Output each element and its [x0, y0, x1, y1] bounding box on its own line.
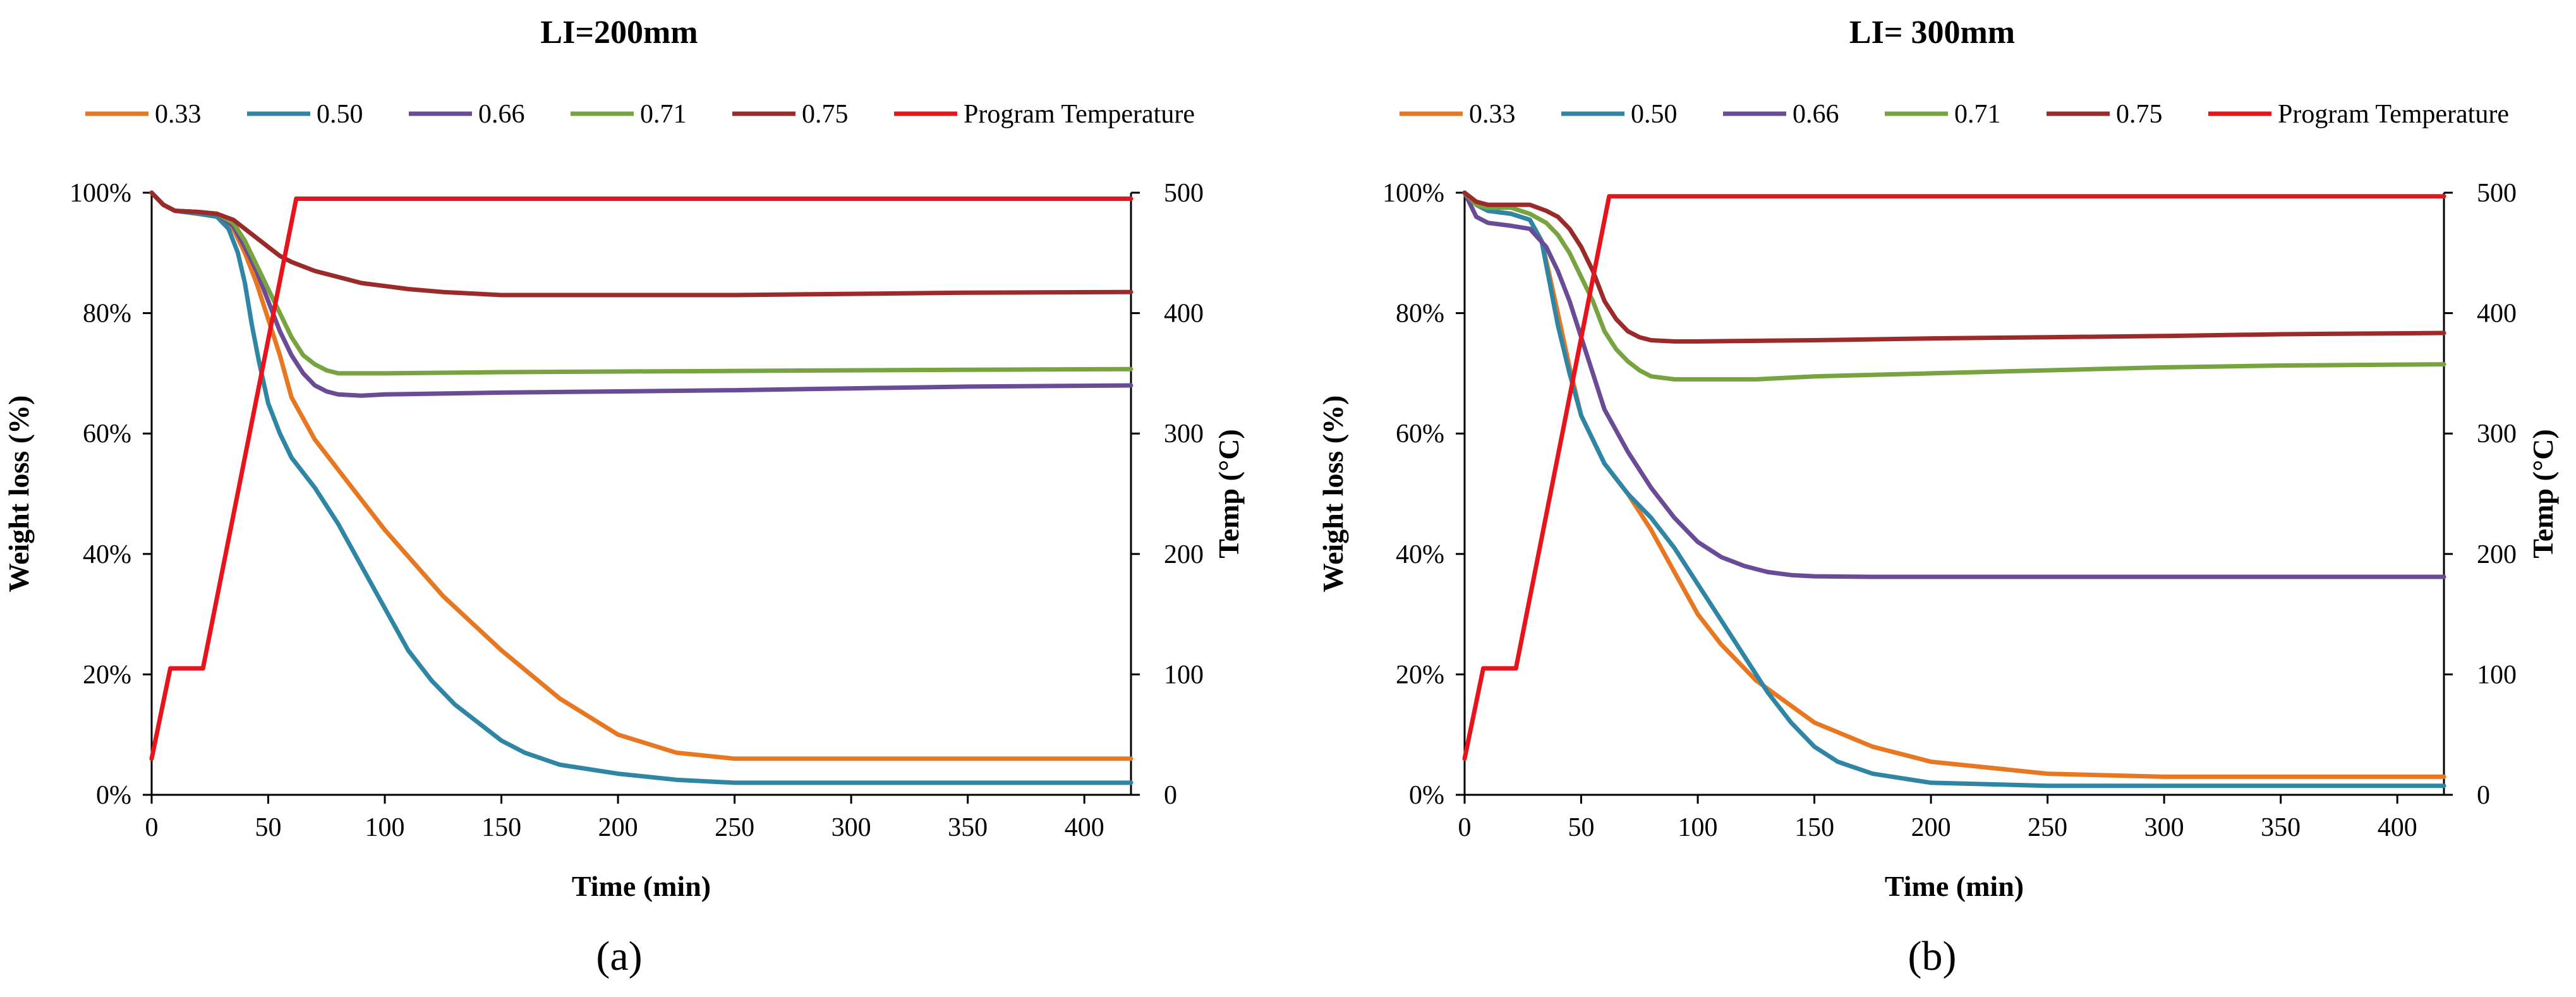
y-tick-label: 60% — [1396, 420, 1444, 449]
y2-tick-label: 200 — [2477, 540, 2517, 569]
legend-label: 0.66 — [1793, 100, 1839, 129]
x-tick-label: 50 — [255, 813, 282, 842]
x-tick-label: 250 — [715, 813, 754, 842]
y-tick-label: 0% — [96, 781, 131, 810]
x-tick-label: 100 — [365, 813, 405, 842]
x-tick-label: 0 — [1458, 813, 1472, 842]
x-tick-label: 250 — [2028, 813, 2067, 842]
y2-tick-label: 400 — [1164, 299, 1204, 329]
y2-tick-label: 500 — [1164, 179, 1204, 208]
legend-label: Program Temperature — [964, 100, 1195, 129]
legend-label: 0.66 — [478, 100, 525, 129]
legend-item: Program Temperature — [894, 100, 1195, 129]
y-tick-label: 40% — [83, 540, 131, 569]
legend-item: 0.75 — [732, 100, 849, 129]
series-line-0-71 — [1462, 190, 2446, 382]
y-tick-label: 80% — [83, 299, 131, 329]
x-axis-label: Time (min) — [572, 870, 711, 902]
y-tick-label: 20% — [83, 660, 131, 689]
legend-item: 0.33 — [1400, 100, 1516, 129]
y-tick-label: 100% — [1382, 179, 1444, 208]
x-tick-label: 400 — [1065, 813, 1104, 842]
legend-label: 0.75 — [802, 100, 849, 129]
series-line-0-66 — [1462, 190, 2446, 579]
y-tick-label: 100% — [70, 179, 131, 208]
chart-panel-1: LI=200mm 0.33 0.50 0.66 0.71 0.75 Program Temp… — [3, 15, 1245, 979]
x-tick-label: 50 — [1568, 813, 1595, 842]
y2-tick-label: 0 — [1164, 781, 1177, 810]
legend-label: 0.50 — [317, 100, 363, 129]
y-tick-label: 60% — [83, 420, 131, 449]
series-line-0-33 — [1462, 190, 2446, 779]
x-tick-label: 150 — [481, 813, 521, 842]
legend-item: 0.71 — [1885, 100, 2001, 129]
legend-item: 0.33 — [85, 100, 202, 129]
series-line-0-50 — [1462, 190, 2446, 789]
y-axis-label: Weight loss (%) — [3, 396, 35, 593]
legend-item: 0.71 — [571, 100, 687, 129]
chart-title: LI= 300mm — [1849, 15, 2015, 51]
legend-label: 0.33 — [1469, 100, 1516, 129]
x-tick-label: 150 — [1794, 813, 1834, 842]
x-tick-label: 350 — [948, 813, 988, 842]
panel-label: (a) — [596, 933, 642, 979]
y-tick-label: 20% — [1396, 660, 1444, 689]
y2-tick-label: 300 — [2477, 420, 2517, 449]
series-line-program-temperature — [149, 196, 1134, 761]
legend-item: Program Temperature — [2208, 100, 2509, 129]
legend-label: 0.33 — [155, 100, 202, 129]
legend-label: 0.71 — [640, 100, 687, 129]
legend-label: 0.75 — [2116, 100, 2163, 129]
series-line-0-75 — [1462, 190, 2446, 344]
legend-item: 0.50 — [1561, 100, 1678, 129]
y2-axis-label: Temp (°C) — [2527, 429, 2559, 559]
legend-item: 0.50 — [247, 100, 363, 129]
legend-item: 0.75 — [2047, 100, 2163, 129]
y2-tick-label: 400 — [2477, 299, 2517, 329]
x-tick-label: 400 — [2378, 813, 2417, 842]
legend-label: Program Temperature — [2278, 100, 2509, 129]
chart-panel-2: LI= 300mm 0.33 0.50 0.66 0.71 0.75 Program Tem… — [1317, 15, 2559, 979]
legend-item: 0.66 — [1723, 100, 1839, 129]
x-axis-label: Time (min) — [1885, 870, 2024, 902]
x-tick-label: 300 — [831, 813, 871, 842]
y-tick-label: 80% — [1396, 299, 1444, 329]
y-tick-label: 40% — [1396, 540, 1444, 569]
legend-item: 0.66 — [409, 100, 525, 129]
x-tick-label: 200 — [598, 813, 638, 842]
x-tick-label: 300 — [2144, 813, 2184, 842]
y2-tick-label: 200 — [1164, 540, 1204, 569]
x-tick-label: 200 — [1911, 813, 1951, 842]
x-tick-label: 100 — [1678, 813, 1718, 842]
y2-tick-label: 500 — [2477, 179, 2517, 208]
series-line-0-33 — [149, 190, 1134, 761]
legend-label: 0.50 — [1631, 100, 1678, 129]
y2-tick-label: 100 — [2477, 660, 2517, 689]
series-line-0-71 — [149, 190, 1134, 376]
series-line-0-75 — [149, 190, 1134, 298]
x-tick-label: 0 — [145, 813, 159, 842]
y2-tick-label: 100 — [1164, 660, 1204, 689]
series-line-program-temperature — [1462, 194, 2446, 761]
y-tick-label: 0% — [1409, 781, 1444, 810]
legend-label: 0.71 — [1954, 100, 2001, 129]
y2-tick-label: 0 — [2477, 781, 2490, 810]
y-axis-label: Weight loss (%) — [1317, 396, 1349, 593]
y2-tick-label: 300 — [1164, 420, 1204, 449]
chart-title: LI=200mm — [540, 15, 698, 51]
panel-label: (b) — [1908, 933, 1957, 979]
series-line-0-50 — [149, 190, 1134, 785]
x-tick-label: 350 — [2261, 813, 2301, 842]
y2-axis-label: Temp (°C) — [1212, 429, 1245, 559]
